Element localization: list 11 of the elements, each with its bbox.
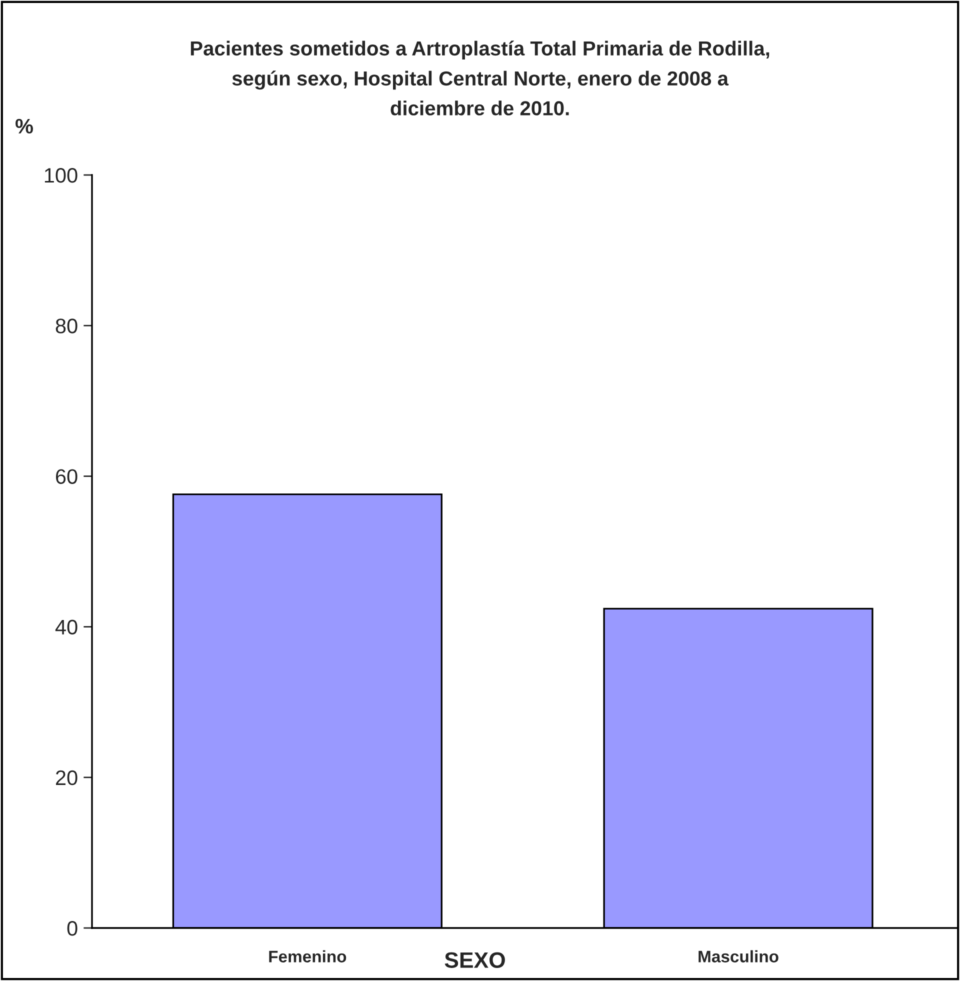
- y-tick-label: 20: [56, 770, 78, 786]
- y-tick-label: 60: [56, 469, 78, 484]
- y-tick-label: 40: [55, 620, 78, 635]
- chart-title: Pacientes sometidos a Artroplastía Total Primaria de Rodilla, según sexo, Hospital Central Norte, enero de 2008 a diciembre de 2010.: [190, 40, 770, 116]
- x-axis-title: SEXO: [444, 952, 505, 968]
- x-tick-label: Femenino: [269, 950, 346, 962]
- y-axis-title: %: [16, 118, 33, 134]
- y-tick-label: 0: [67, 921, 78, 936]
- y-tick-label: 100: [44, 168, 78, 183]
- y-tick-label: 80: [56, 318, 78, 334]
- x-tick-label: Masculino: [698, 950, 778, 962]
